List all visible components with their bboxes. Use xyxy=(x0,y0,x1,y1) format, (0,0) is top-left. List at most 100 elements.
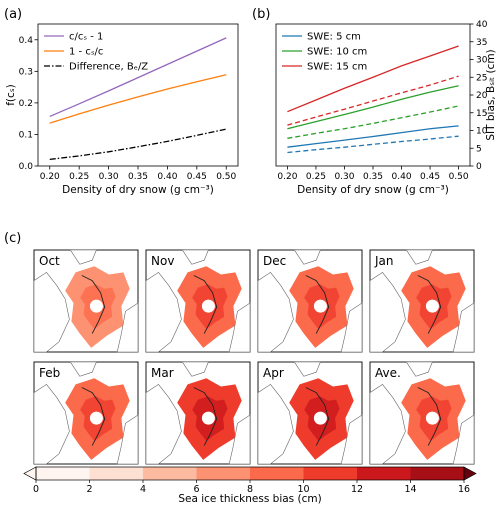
map-title-bg xyxy=(36,252,68,269)
colorbar-tick-label: 8 xyxy=(247,484,253,495)
pole-hole xyxy=(201,299,215,313)
ice-edge-line xyxy=(193,387,218,446)
legend-b: SWE: 5 cm SWE: 10 cm SWE: 15 cm xyxy=(282,32,367,73)
ytick-label-b: 0 xyxy=(476,162,482,172)
colorbar-bin-1 xyxy=(89,467,144,480)
colorbar-tick-label: 14 xyxy=(404,484,416,495)
panel-label-a: (a) xyxy=(4,7,22,22)
land-outline-3 xyxy=(452,414,475,465)
map-grid: Oct Nov Dec Jan Feb Mar Apr Ave. xyxy=(33,249,475,465)
plot-area-b xyxy=(275,23,471,167)
land-outline-1 xyxy=(369,383,406,465)
land-outline-2 xyxy=(293,361,321,377)
land-outline-2 xyxy=(181,249,209,265)
colorbar-max-extend xyxy=(463,466,477,481)
colorbar-tick-label: 0 xyxy=(33,484,39,495)
ice-edge-line xyxy=(81,275,106,334)
plot-area-a xyxy=(37,23,239,167)
colorbar-tick-label: 12 xyxy=(351,484,363,495)
map-title: Mar xyxy=(151,366,174,380)
ytick-label-b: 5 xyxy=(476,144,482,154)
colorbar-bin-4 xyxy=(250,467,304,480)
pole-hole xyxy=(89,299,103,313)
map-title-bg xyxy=(36,364,68,381)
land-outline-1 xyxy=(33,271,70,353)
legend-entry-b: SWE: 10 cm xyxy=(307,47,367,58)
land-outline-3 xyxy=(116,414,139,465)
ice-edge-line xyxy=(305,275,330,334)
land-outline-2 xyxy=(293,249,321,265)
pole-hole xyxy=(425,299,439,313)
map-title: Oct xyxy=(39,254,60,268)
map-4: Jan xyxy=(369,249,475,353)
ytick-label-b: 10 xyxy=(476,127,488,137)
pole-hole xyxy=(313,299,327,313)
panel-label-b: (b) xyxy=(252,7,270,22)
colorbar-bin-0 xyxy=(36,467,90,480)
land-outline-2 xyxy=(405,361,433,377)
land-outline-2 xyxy=(181,361,209,377)
colorbar-tick-label: 6 xyxy=(193,484,199,495)
land-outline-3 xyxy=(228,414,251,465)
xtick-label-b: 0.30 xyxy=(334,172,354,182)
map-title: Ave. xyxy=(375,366,401,380)
land-outline-1 xyxy=(145,383,182,465)
pole-hole xyxy=(425,411,439,425)
colorbar-tick-label: 2 xyxy=(86,484,92,495)
ice-edge-line xyxy=(417,275,442,334)
xtick-label-b: 0.35 xyxy=(363,172,383,182)
map-title-bg xyxy=(260,252,292,269)
xtick-label-a: 0.50 xyxy=(216,172,236,182)
colorbar-bin-3 xyxy=(196,467,251,480)
land-outline-3 xyxy=(116,302,139,353)
ytick-label-b: 35 xyxy=(476,38,487,48)
chart-a: 0.20 0.25 0.30 0.35 0.40 0.45 0.50 0.0 0.1 0.2 0.3… xyxy=(5,23,239,196)
xtick-label-a: 0.45 xyxy=(187,172,207,182)
series-line-b-5 xyxy=(287,75,459,126)
ylabel-a: f(cₛ) xyxy=(5,84,17,106)
map-title: Apr xyxy=(263,366,284,380)
ice-edge-line xyxy=(193,275,218,334)
land-outline-3 xyxy=(228,302,251,353)
axes-b: 0.20 0.25 0.30 0.35 0.40 0.45 0.50 0 5 10 15 20 25 30… xyxy=(277,20,487,182)
xtick-label-b: 0.40 xyxy=(392,172,412,182)
legend-a: c/cₛ - 1 1 - cₛ/c Difference, Bₑ/Z xyxy=(44,32,148,73)
colorbar-tick-label: 10 xyxy=(297,484,309,495)
land-outline-3 xyxy=(340,414,363,465)
legend-entry-b: SWE: 5 cm xyxy=(307,32,361,43)
xtick-label-a: 0.35 xyxy=(128,172,148,182)
map-2: Nov xyxy=(145,249,251,353)
colorbar-min-extend xyxy=(23,466,37,481)
map-title-bg xyxy=(148,364,180,381)
colorbar-label: Sea ice thickness bias (cm) xyxy=(178,493,321,505)
xtick-label-a: 0.40 xyxy=(157,172,177,182)
series-a xyxy=(49,37,227,161)
series-line-b-2 xyxy=(287,45,459,113)
land-outline-1 xyxy=(145,271,182,353)
series-line-a-0 xyxy=(49,37,227,118)
ytick-label-a: 0.4 xyxy=(19,36,34,46)
xtick-label-b: 0.50 xyxy=(449,172,469,182)
ytick-label-b: 15 xyxy=(476,109,487,119)
ice-edge-line xyxy=(81,387,106,446)
map-1: Oct xyxy=(33,249,139,353)
series-line-a-1 xyxy=(49,74,227,124)
chart-b: 0.20 0.25 0.30 0.35 0.40 0.45 0.50 0 5 10 15 20 25 30… xyxy=(275,20,497,196)
map-title: Nov xyxy=(151,254,174,268)
map-title-bg xyxy=(372,364,404,381)
colorbar-bin-7 xyxy=(410,467,465,480)
land-outline-1 xyxy=(369,271,406,353)
xtick-label-b: 0.20 xyxy=(277,172,297,182)
series-line-b-1 xyxy=(287,85,459,130)
land-outline-2 xyxy=(405,249,433,265)
map-title: Dec xyxy=(263,254,286,268)
colorbar: 0 2 4 6 8 10 12 14 16 xyxy=(23,466,477,495)
map-title: Feb xyxy=(39,366,60,380)
ytick-label-a: 0.0 xyxy=(19,162,34,172)
land-outline-1 xyxy=(257,271,294,353)
map-3: Dec xyxy=(257,249,363,353)
series-line-b-0 xyxy=(287,125,459,148)
series-line-a-2 xyxy=(49,128,227,161)
map-7: Apr xyxy=(257,361,363,465)
land-outline-2 xyxy=(69,361,97,377)
